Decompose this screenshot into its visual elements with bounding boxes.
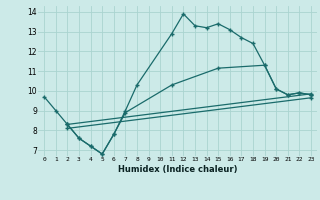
- X-axis label: Humidex (Indice chaleur): Humidex (Indice chaleur): [118, 165, 237, 174]
